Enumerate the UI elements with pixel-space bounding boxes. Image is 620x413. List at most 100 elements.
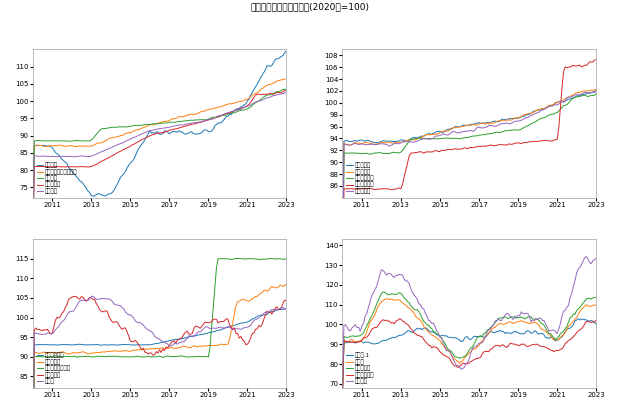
Line: 水道工事費: 水道工事費 — [33, 90, 294, 260]
Line: 植木職手間代: 植木職手間代 — [342, 92, 604, 334]
駐車場工事費 — [290, 304, 297, 309]
他の光熱 — [361, 313, 369, 318]
Text: 品目別価格指数（全国）(2020年=100): 品目別価格指数（全国）(2020年=100) — [250, 2, 370, 11]
外壁塗装費 — [549, 103, 556, 108]
Line: ふすま張替費: ふすま張替費 — [342, 58, 604, 413]
水道工事費 — [29, 258, 37, 263]
電気代 — [241, 325, 248, 330]
ふすま張替費 — [361, 186, 369, 191]
Legend: 修繕材料, 工事その他のサービス, 畳替え代, 水道工事費, 塀工事費: 修繕材料, 工事その他のサービス, 畳替え代, 水道工事費, 塀工事費 — [35, 161, 79, 195]
Line: 電気代.1: 電気代.1 — [342, 319, 604, 403]
水道工事費 — [51, 164, 59, 169]
塀工事費 — [237, 107, 245, 112]
Legend: 駐車場工事費, 壁紙張替費, 火災・地震保険料, 光熱・水道, 電気代: 駐車場工事費, 壁紙張替費, 火災・地震保険料, 光熱・水道, 電気代 — [35, 351, 72, 385]
ふすま張替費 — [596, 55, 603, 60]
外壁塗装費 — [361, 139, 369, 144]
水道工事費 — [291, 207, 298, 212]
工事その他のサービス — [29, 244, 37, 249]
火災・地震保険料 — [232, 256, 240, 261]
電気代 — [89, 294, 97, 299]
植木職手間代 — [511, 127, 518, 132]
他の光熱 — [549, 328, 556, 332]
電気代 — [51, 328, 59, 332]
畳替え代 — [237, 108, 245, 113]
火災・地震保険料 — [113, 354, 121, 359]
工事その他のサービス — [290, 73, 297, 78]
屋根修理費 — [425, 132, 432, 137]
電気代.1 — [547, 335, 554, 339]
都市ガス代 — [361, 327, 369, 332]
修繕材料 — [51, 150, 59, 155]
電気代.1 — [361, 339, 369, 344]
都市ガス代 — [550, 335, 557, 340]
プロパンガス — [427, 343, 434, 348]
光熱・水道 — [117, 325, 124, 330]
植木職手間代 — [596, 90, 603, 95]
電気代.1 — [423, 326, 431, 331]
大工手間代 — [361, 142, 369, 147]
畳替え代 — [51, 138, 59, 143]
光熱・水道 — [239, 337, 246, 342]
Line: 光熱・水道: 光熱・水道 — [33, 296, 294, 413]
屋根修理費 — [339, 325, 346, 330]
工事その他のサービス — [202, 109, 209, 114]
火災・地震保険料 — [291, 256, 298, 261]
植木職手間代 — [339, 332, 346, 337]
外壁塗装費 — [425, 131, 432, 136]
水道工事費 — [290, 88, 297, 93]
修繕材料 — [290, 45, 297, 50]
都市ガス代 — [339, 396, 346, 401]
プロパンガス — [513, 342, 520, 347]
ふすま張替費 — [423, 150, 431, 154]
屋根修理費 — [601, 287, 608, 292]
ふすま張替費 — [425, 150, 432, 154]
Line: 大工手間代: 大工手間代 — [342, 90, 604, 328]
都市ガス代 — [427, 325, 434, 330]
ガス代 — [425, 329, 432, 334]
プロパンガス — [396, 316, 403, 321]
植木職手間代 — [601, 292, 608, 297]
塀工事費 — [113, 142, 121, 147]
Line: 駐車場工事費: 駐車場工事費 — [33, 306, 294, 413]
屋根修理費 — [549, 102, 556, 107]
ガス代 — [361, 333, 369, 338]
Line: 火災・地震保険料: 火災・地震保険料 — [33, 259, 294, 413]
Line: ガス代: ガス代 — [342, 299, 604, 401]
電気代.1 — [339, 400, 346, 405]
他の光熱 — [601, 343, 608, 348]
プロパンガス — [339, 399, 346, 404]
工事その他のサービス — [291, 197, 298, 202]
ガス代 — [550, 337, 557, 342]
駐車場工事費 — [115, 342, 123, 347]
電気代 — [203, 324, 210, 329]
外壁塗装費 — [601, 290, 608, 295]
電気代 — [117, 304, 124, 309]
プロパンガス — [549, 348, 556, 353]
他の光熱 — [339, 389, 346, 394]
Legend: 外壁塗装費, 屋根修理費, 植木職手間代, ふすま張替費, 大工手間代: 外壁塗装費, 屋根修理費, 植木職手間代, ふすま張替費, 大工手間代 — [345, 161, 375, 195]
火災・地震保険料 — [115, 354, 123, 359]
水道工事費 — [115, 150, 123, 154]
ふすま張替費 — [511, 141, 518, 146]
駐車場工事費 — [113, 343, 121, 348]
プロパンガス — [425, 343, 432, 348]
ふすま張替費 — [547, 138, 554, 143]
Line: 電気代: 電気代 — [33, 296, 294, 413]
プロパンガス — [601, 386, 608, 391]
光熱・水道 — [71, 294, 79, 299]
電気代.1 — [549, 336, 556, 341]
塀工事費 — [239, 106, 246, 111]
光熱・水道 — [115, 322, 123, 327]
工事その他のサービス — [237, 99, 245, 104]
Line: 都市ガス代: 都市ガス代 — [342, 292, 604, 399]
大工手間代 — [547, 104, 554, 109]
屋根修理費 — [423, 132, 431, 137]
Line: 他の光熱: 他の光熱 — [342, 256, 604, 392]
修繕材料 — [291, 178, 298, 183]
火災・地震保険料 — [51, 353, 59, 358]
ガス代 — [339, 399, 346, 404]
畳替え代 — [202, 117, 209, 122]
壁紙張替費 — [115, 349, 123, 354]
プロパンガス — [361, 335, 369, 340]
駐車場工事費 — [202, 331, 209, 336]
